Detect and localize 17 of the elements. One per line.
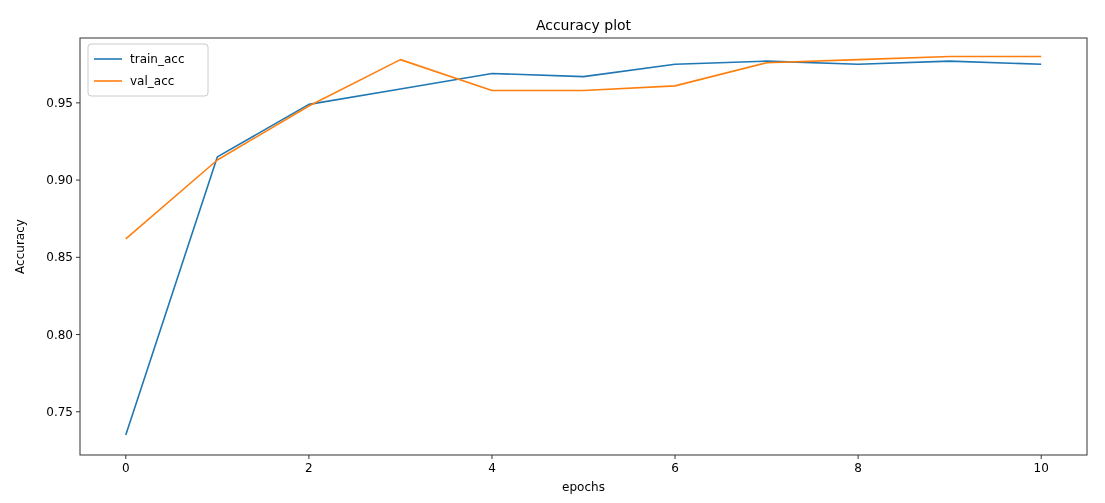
x-tick-label: 6 [671,461,679,475]
y-tick-label: 0.80 [46,327,73,342]
y-tick-label: 0.85 [46,250,73,265]
x-tick-label: 10 [1033,461,1049,475]
x-tick-label: 0 [121,461,130,475]
chart-title: Accuracy plot [535,17,632,33]
x-axis-title: epochs [562,480,605,494]
y-tick-label: 0.95 [46,95,73,110]
x-tick-label: 4 [488,461,496,475]
y-axis-title: Accuracy [13,219,27,274]
legend-label: train_acc [130,52,185,66]
y-tick-label: 0.90 [46,173,73,188]
x-tick-label: 8 [854,461,862,475]
legend-label: val_acc [130,74,175,88]
x-tick-label: 2 [305,461,313,475]
y-tick-label: 0.75 [46,404,73,419]
line-series [124,55,1043,240]
